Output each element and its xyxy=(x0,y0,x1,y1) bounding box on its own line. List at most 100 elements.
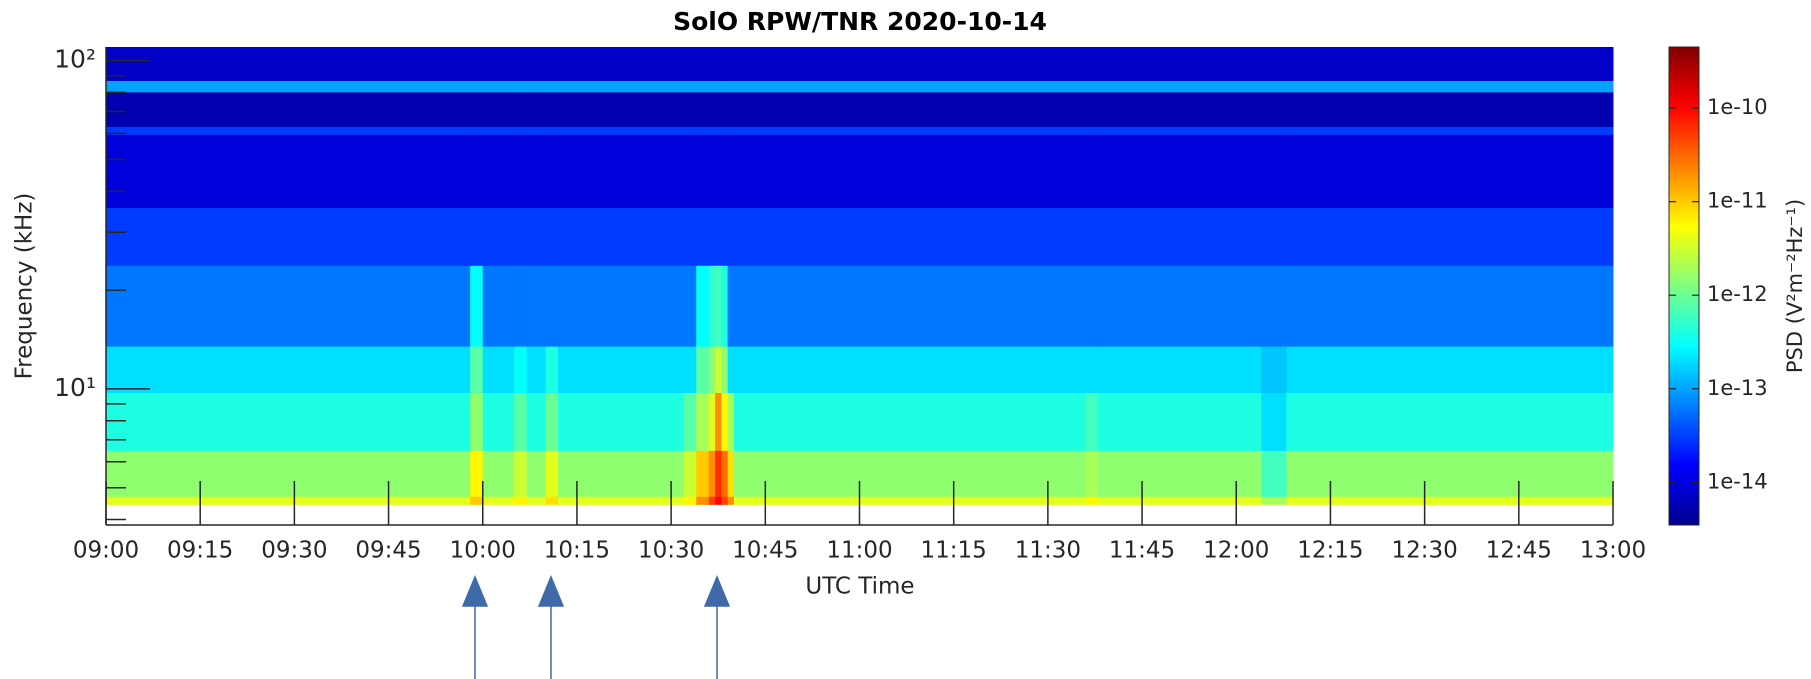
arrow-head xyxy=(537,575,565,607)
heatmap-cell xyxy=(727,265,735,347)
heatmap-cell xyxy=(715,392,722,451)
heatmap-cell xyxy=(1085,346,1099,394)
arrow-head xyxy=(703,575,731,607)
heatmap-cell xyxy=(545,265,559,347)
heatmap-cell xyxy=(482,450,515,497)
heatmap-cell xyxy=(696,91,710,127)
heatmap-cell xyxy=(708,496,716,505)
heatmap-cell xyxy=(733,496,1087,505)
heatmap-cell xyxy=(558,134,685,208)
heatmap-cell xyxy=(1098,91,1262,127)
heatmap-cell xyxy=(715,47,722,81)
heatmap-cell xyxy=(470,392,484,451)
heatmap-cell xyxy=(727,126,735,135)
y-tick-label: 10¹ xyxy=(54,373,96,402)
heatmap-cell xyxy=(1098,450,1262,497)
heatmap-cell xyxy=(526,91,547,127)
heatmap-cell xyxy=(683,47,697,81)
heatmap-cell xyxy=(715,496,722,505)
heatmap-cell xyxy=(470,134,484,208)
heatmap-cell xyxy=(514,207,528,266)
heatmap-cell xyxy=(683,450,697,497)
heatmap-cell xyxy=(545,126,559,135)
heatmap-cell xyxy=(545,346,559,394)
heatmap-cell xyxy=(514,47,528,81)
heatmap-cell xyxy=(721,126,729,135)
heatmap-cell xyxy=(482,346,515,394)
heatmap-cell xyxy=(1085,80,1099,93)
heatmap-cell xyxy=(470,496,484,505)
heatmap-cell xyxy=(1286,207,1614,266)
heatmap-cell xyxy=(526,392,547,451)
heatmap-cell xyxy=(514,134,528,208)
heatmap-cell xyxy=(526,265,547,347)
heatmap-cell xyxy=(482,496,515,505)
heatmap-cell xyxy=(727,450,735,497)
heatmap-cell xyxy=(514,346,528,394)
heatmap-cell xyxy=(482,392,515,451)
heatmap-cell xyxy=(708,126,716,135)
heatmap-cell xyxy=(683,207,697,266)
heatmap-cell xyxy=(106,265,471,347)
heatmap-cell xyxy=(1261,80,1287,93)
heatmap-cell xyxy=(708,91,716,127)
heatmap-cell xyxy=(1261,346,1287,394)
heatmap-cell xyxy=(733,207,1087,266)
heatmap-cell xyxy=(558,392,685,451)
heatmap-cell xyxy=(696,207,710,266)
heatmap-cell xyxy=(683,265,697,347)
y-tick-label: 10² xyxy=(54,45,96,74)
heatmap-cell xyxy=(1098,47,1262,81)
heatmap-cell xyxy=(733,265,1087,347)
heatmap-cell xyxy=(482,80,515,93)
heatmap-cell xyxy=(558,265,685,347)
heatmap-cell xyxy=(727,392,735,451)
heatmap-cell xyxy=(1286,47,1614,81)
colorbar-tick-label: 1e-11 xyxy=(1707,189,1768,213)
heatmap-cell xyxy=(721,265,729,347)
event-arrows xyxy=(461,575,731,679)
heatmap-cell xyxy=(470,91,484,127)
x-tick-label: 10:00 xyxy=(450,538,516,564)
heatmap-cell xyxy=(470,80,484,93)
heatmap-cell xyxy=(514,450,528,497)
heatmap-cell xyxy=(526,134,547,208)
arrow-head xyxy=(461,575,489,607)
heatmap-cell xyxy=(106,134,471,208)
heatmap-cell xyxy=(526,47,547,81)
heatmap-cell xyxy=(683,126,697,135)
heatmap-cell xyxy=(558,496,685,505)
heatmap-cell xyxy=(545,450,559,497)
x-tick-label: 13:00 xyxy=(1580,538,1646,564)
heatmap-cell xyxy=(1085,392,1099,451)
colorbar-tick-label: 1e-13 xyxy=(1707,376,1768,400)
heatmap-cell xyxy=(721,91,729,127)
heatmap-cell xyxy=(545,496,559,505)
heatmap-cell xyxy=(696,265,710,347)
heatmap-cell xyxy=(708,346,716,394)
heatmap-cell xyxy=(1098,207,1262,266)
heatmap-cell xyxy=(106,80,471,93)
x-tick-label: 09:45 xyxy=(355,538,421,564)
heatmap-cell xyxy=(696,47,710,81)
heatmap-cell xyxy=(715,346,722,394)
heatmap-cell xyxy=(514,265,528,347)
x-tick-label: 12:15 xyxy=(1297,538,1363,564)
heatmap-cell xyxy=(727,47,735,81)
heatmap-cell xyxy=(470,207,484,266)
x-tick-label: 11:45 xyxy=(1109,538,1175,564)
heatmap-cell xyxy=(106,207,471,266)
heatmap-cell xyxy=(1085,47,1099,81)
heatmap-cell xyxy=(526,496,547,505)
heatmap-cell xyxy=(1286,80,1614,93)
heatmap-cell xyxy=(106,126,471,135)
heatmap-cell xyxy=(1261,126,1287,135)
heatmap-cell xyxy=(708,392,716,451)
x-tick-label: 10:15 xyxy=(544,538,610,564)
heatmap-cell xyxy=(733,450,1087,497)
heatmap-cell xyxy=(1261,392,1287,451)
heatmap-cell xyxy=(721,496,729,505)
heatmap-cell xyxy=(733,134,1087,208)
heatmap-cell xyxy=(482,134,515,208)
